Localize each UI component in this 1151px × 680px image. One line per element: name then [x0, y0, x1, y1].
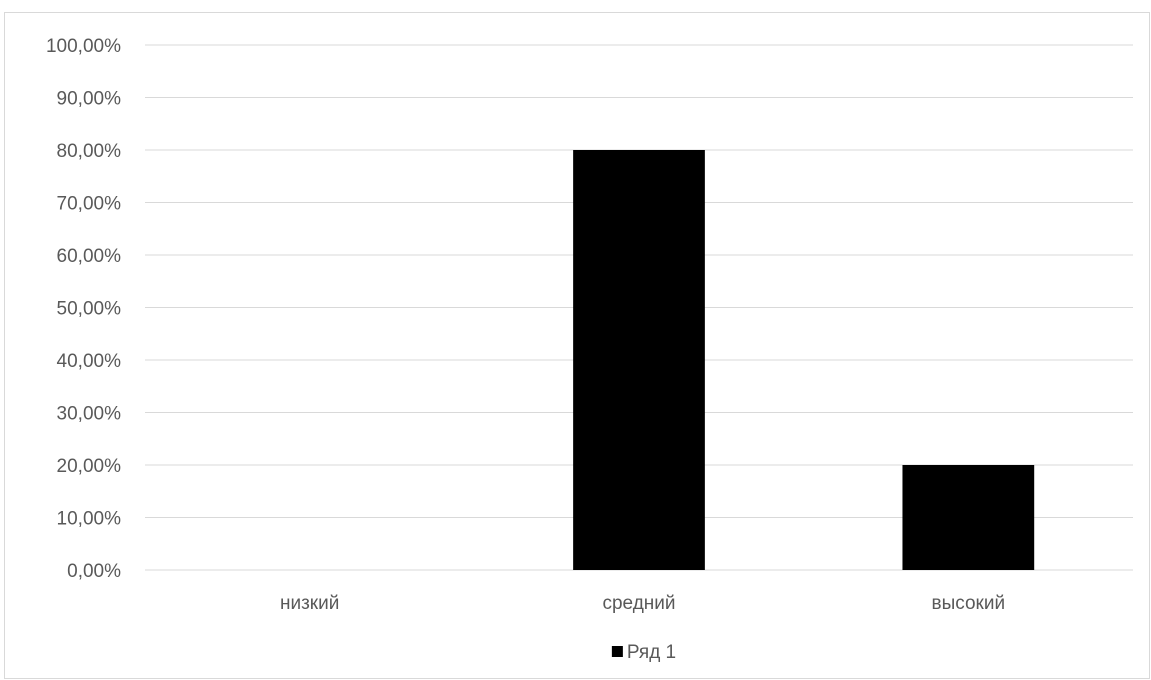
- y-tick-label: 0,00%: [67, 561, 121, 582]
- y-tick-label: 20,00%: [57, 456, 122, 477]
- y-tick-label: 30,00%: [57, 404, 122, 425]
- legend: Ряд 1: [611, 642, 676, 663]
- bar-2: [902, 465, 1035, 570]
- y-tick-label: 10,00%: [57, 509, 122, 530]
- y-tick-label: 90,00%: [57, 89, 122, 110]
- y-tick-label: 80,00%: [57, 141, 122, 162]
- bars: [573, 150, 1035, 570]
- x-tick-label: высокий: [932, 593, 1006, 614]
- x-tick-label: средний: [602, 593, 675, 614]
- y-tick-label: 70,00%: [57, 194, 122, 215]
- y-tick-label: 50,00%: [57, 299, 122, 320]
- legend-swatch: [611, 646, 623, 657]
- legend-label: Ряд 1: [627, 642, 676, 663]
- y-tick-label: 100,00%: [46, 36, 121, 57]
- y-tick-label: 40,00%: [57, 351, 122, 372]
- x-axis-ticks: низкий средний высокий: [280, 593, 1005, 614]
- y-tick-label: 60,00%: [57, 246, 122, 267]
- y-axis-ticks: 0,00% 10,00% 20,00% 30,00% 40,00% 50,00% 60,00…: [46, 36, 121, 582]
- bar-1: [573, 150, 705, 570]
- x-tick-label: низкий: [280, 593, 339, 614]
